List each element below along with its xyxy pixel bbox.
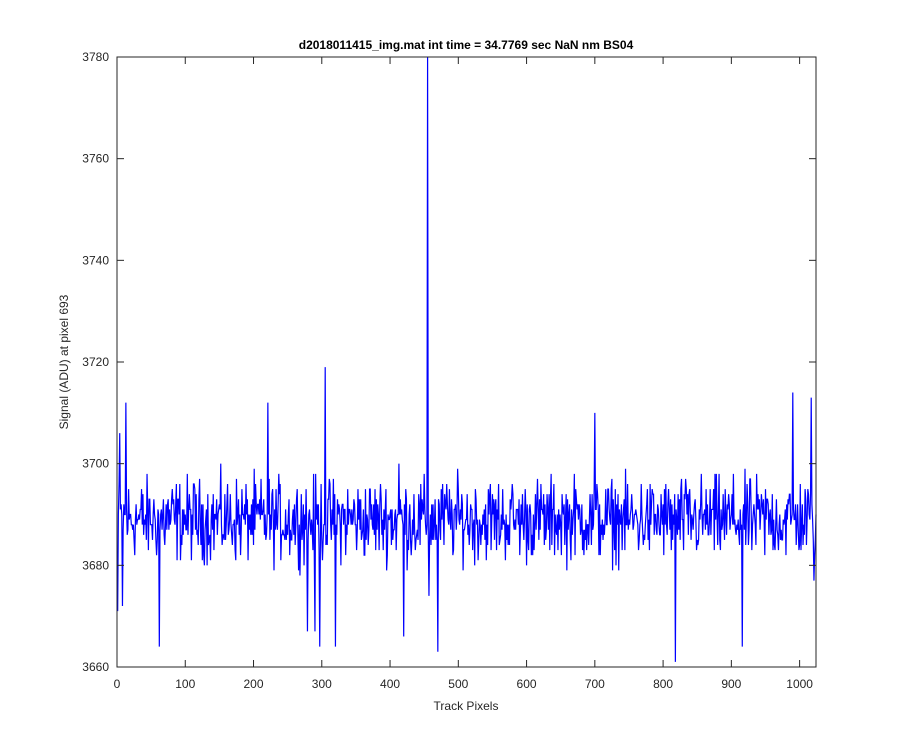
x-tick-label: 800 <box>653 677 673 691</box>
y-tick-label: 3680 <box>82 558 109 572</box>
x-tick-label: 400 <box>380 677 400 691</box>
x-tick-label: 900 <box>721 677 741 691</box>
chart-title: d2018011415_img.mat int time = 34.7769 s… <box>299 38 634 52</box>
x-tick-label: 700 <box>585 677 605 691</box>
series-line <box>117 56 817 662</box>
y-axis-label: Signal (ADU) at pixel 693 <box>57 294 71 429</box>
x-tick-label: 100 <box>175 677 195 691</box>
y-tick-label: 3780 <box>82 50 109 64</box>
x-axis: 0 100 200 300 400 500 600 700 800 900 1000 <box>114 57 813 691</box>
x-tick-label: 300 <box>312 677 332 691</box>
x-tick-label: 600 <box>517 677 537 691</box>
x-tick-label: 200 <box>244 677 264 691</box>
x-axis-label: Track Pixels <box>434 699 499 713</box>
y-tick-label: 3660 <box>82 660 109 674</box>
plot-background <box>117 57 816 667</box>
x-tick-label: 500 <box>448 677 468 691</box>
y-tick-label: 3740 <box>82 253 109 267</box>
y-axis: 3660 3680 3700 3720 3740 3760 3780 <box>82 50 816 674</box>
y-tick-label: 3720 <box>82 355 109 369</box>
y-tick-label: 3700 <box>82 457 109 471</box>
y-tick-label: 3760 <box>82 152 109 166</box>
x-tick-label: 0 <box>114 677 121 691</box>
plot-area <box>116 56 817 668</box>
x-tick-label: 1000 <box>786 677 813 691</box>
